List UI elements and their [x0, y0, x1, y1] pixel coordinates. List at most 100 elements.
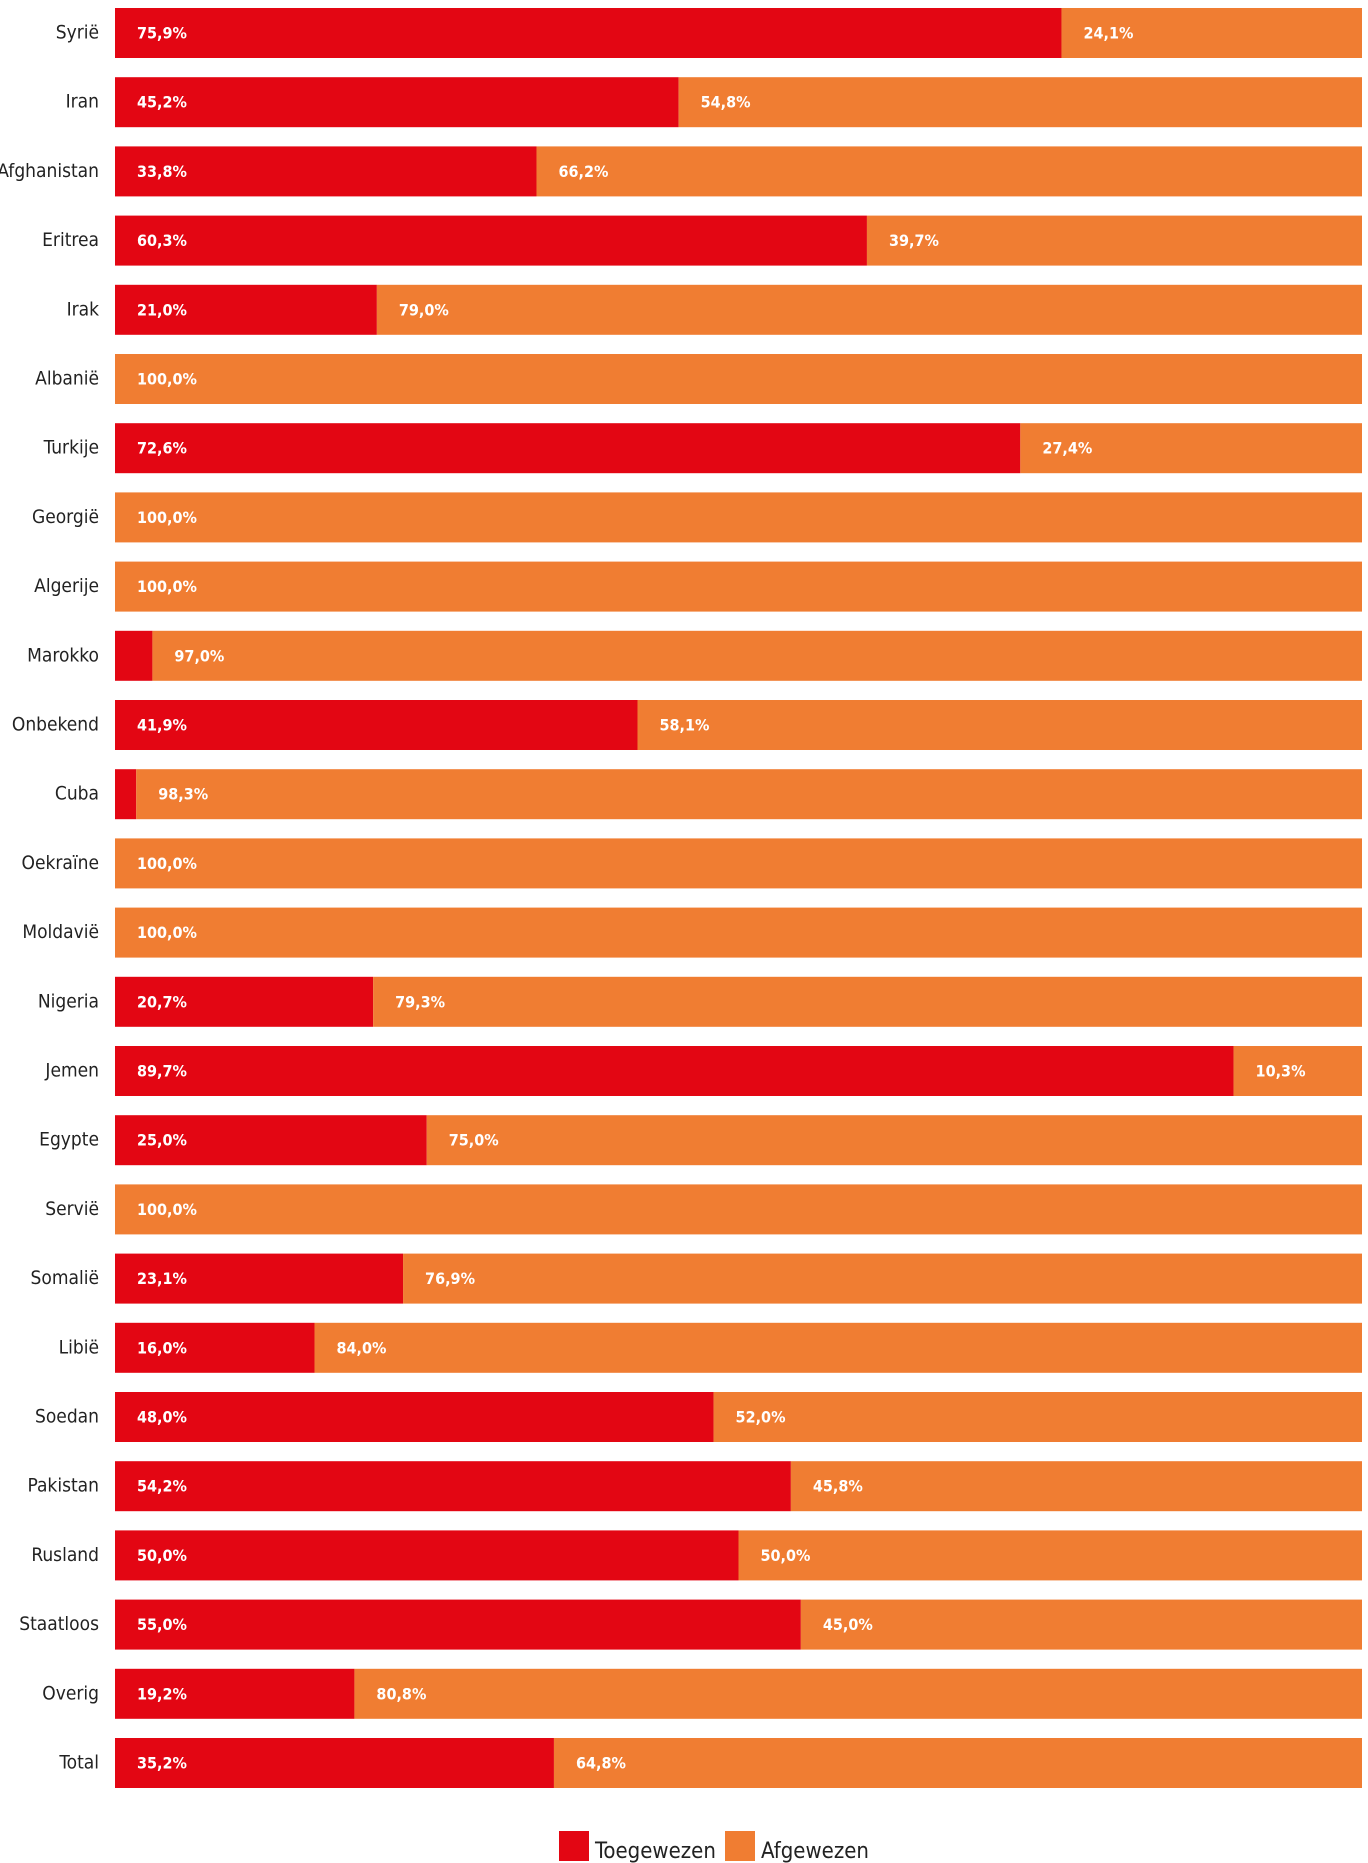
bar-row-afghanistan: Afghanistan 33,8% 66,2%: [0, 146, 1362, 197]
data-label-toegewezen: 55,0%: [137, 1615, 187, 1634]
data-label-toegewezen: 48,0%: [137, 1408, 187, 1427]
bar-row-marokko: Marokko 97,0%: [27, 630, 1362, 681]
bar-row-georgie: Georgië 100,0%: [32, 492, 1362, 543]
bar-row-oekraine: Oekraïne 100,0%: [22, 838, 1362, 889]
data-label-toegewezen: 60,3%: [137, 231, 187, 250]
bar-row-eritrea: Eritrea 60,3% 39,7%: [42, 215, 1362, 266]
category-label: Overig: [42, 1682, 99, 1704]
chart-legend: Toegewezen Afgewezen: [559, 1831, 869, 1863]
category-label: Turkije: [43, 437, 99, 459]
data-label-afgewezen: 10,3%: [1256, 1062, 1306, 1081]
bar-segment-afgewezen: [678, 77, 1362, 128]
bar-segment-toegewezen: [115, 630, 153, 681]
bar-segment-afgewezen: [426, 1115, 1362, 1166]
data-label-afgewezen: 58,1%: [659, 716, 709, 735]
data-label-afgewezen: 52,0%: [736, 1408, 786, 1427]
category-label: Moldavië: [22, 921, 99, 943]
bar-row-staatloos: Staatloos 55,0% 45,0%: [19, 1599, 1362, 1650]
category-label: Oekraïne: [22, 852, 99, 874]
bar-segment-afgewezen: [866, 215, 1362, 266]
bar-segment-afgewezen: [354, 1668, 1362, 1719]
bar-segment-afgewezen: [115, 907, 1362, 958]
category-label: Staatloos: [19, 1613, 99, 1635]
data-label-toegewezen: 20,7%: [137, 992, 187, 1011]
bar-segment-toegewezen: [115, 700, 638, 750]
bar-segment-afgewezen: [738, 1530, 1362, 1581]
bar-row-syrie: Syrië 75,9% 24,1%: [56, 8, 1362, 58]
bar-row-turkije: Turkije 72,6% 27,4%: [43, 423, 1362, 474]
data-label-toegewezen: 41,9%: [137, 716, 187, 735]
data-label-toegewezen: 50,0%: [137, 1546, 187, 1565]
category-label: Iran: [66, 91, 99, 113]
bar-segment-afgewezen: [713, 1392, 1362, 1442]
category-label: Jemen: [44, 1060, 99, 1082]
bar-segment-toegewezen: [115, 769, 137, 820]
data-label-toegewezen: 19,2%: [137, 1684, 187, 1703]
bar-segment-toegewezen: [115, 1392, 714, 1442]
bar-segment-toegewezen: [115, 1461, 791, 1512]
bar-segment-afgewezen: [553, 1738, 1362, 1788]
category-label: Irak: [67, 298, 100, 320]
category-label: Afghanistan: [0, 160, 99, 182]
bar-segment-afgewezen: [1061, 8, 1362, 58]
data-label-toegewezen: 45,2%: [137, 93, 187, 112]
category-label: Onbekend: [12, 714, 99, 736]
bar-segment-afgewezen: [115, 1184, 1362, 1235]
bar-segment-afgewezen: [800, 1599, 1362, 1650]
bar-segment-toegewezen: [115, 423, 1021, 474]
bar-segment-afgewezen: [637, 700, 1362, 750]
bar-segment-afgewezen: [536, 146, 1362, 197]
data-label-afgewezen: 54,8%: [701, 93, 751, 112]
data-label-afgewezen: 100,0%: [137, 923, 197, 942]
data-label-afgewezen: 100,0%: [137, 1200, 197, 1219]
bar-segment-toegewezen: [115, 1046, 1234, 1096]
category-label: Pakistan: [28, 1475, 100, 1497]
data-label-afgewezen: 24,1%: [1083, 24, 1133, 43]
bar-segment-toegewezen: [115, 976, 374, 1027]
data-label-afgewezen: 84,0%: [337, 1338, 387, 1357]
data-label-afgewezen: 76,9%: [425, 1269, 475, 1288]
legend-item-afgewezen: Afgewezen: [725, 1831, 869, 1863]
data-label-afgewezen: 100,0%: [137, 854, 197, 873]
bar-row-cuba: Cuba 98,3%: [55, 769, 1363, 820]
data-label-toegewezen: 23,1%: [137, 1269, 187, 1288]
data-label-afgewezen: 27,4%: [1042, 439, 1092, 458]
data-label-afgewezen: 39,7%: [889, 231, 939, 250]
bar-segment-afgewezen: [403, 1253, 1362, 1304]
data-label-afgewezen: 98,3%: [158, 785, 208, 804]
data-label-afgewezen: 100,0%: [137, 577, 197, 596]
category-label: Soedan: [35, 1406, 99, 1428]
bar-segment-toegewezen: [115, 1115, 427, 1166]
bar-segment-afgewezen: [115, 354, 1362, 404]
bar-segment-afgewezen: [115, 838, 1362, 889]
category-label: Somalië: [31, 1267, 99, 1289]
category-label: Nigeria: [38, 990, 99, 1012]
legend-item-toegewezen: Toegewezen: [559, 1831, 716, 1863]
bar-segment-toegewezen: [115, 1599, 801, 1650]
category-label: Servië: [45, 1198, 99, 1220]
data-label-afgewezen: 64,8%: [576, 1754, 626, 1773]
bar-segment-afgewezen: [376, 284, 1362, 335]
bar-row-jemen: Jemen 89,7% 10,3%: [44, 1046, 1362, 1096]
data-label-afgewezen: 100,0%: [137, 508, 197, 527]
data-label-afgewezen: 100,0%: [137, 370, 197, 389]
legend-swatch: [559, 1831, 589, 1861]
bar-row-pakistan: Pakistan 54,2% 45,8%: [28, 1461, 1362, 1512]
category-label: Libië: [59, 1336, 99, 1358]
data-label-afgewezen: 79,0%: [399, 300, 449, 319]
category-label: Eritrea: [42, 229, 99, 251]
category-label: Algerije: [34, 575, 99, 597]
data-label-afgewezen: 50,0%: [761, 1546, 811, 1565]
category-label: Syrië: [56, 22, 99, 44]
bar-segment-afgewezen: [115, 561, 1362, 612]
bar-segment-afgewezen: [790, 1461, 1362, 1512]
bar-segment-afgewezen: [373, 976, 1362, 1027]
category-label: Marokko: [27, 644, 99, 666]
data-label-afgewezen: 45,0%: [823, 1615, 873, 1634]
bar-row-servie: Servië 100,0%: [45, 1184, 1362, 1235]
data-label-toegewezen: 72,6%: [137, 439, 187, 458]
bar-segment-afgewezen: [115, 492, 1362, 543]
bar-row-total: Total 35,2% 64,8%: [58, 1738, 1362, 1788]
data-label-toegewezen: 75,9%: [137, 24, 187, 43]
